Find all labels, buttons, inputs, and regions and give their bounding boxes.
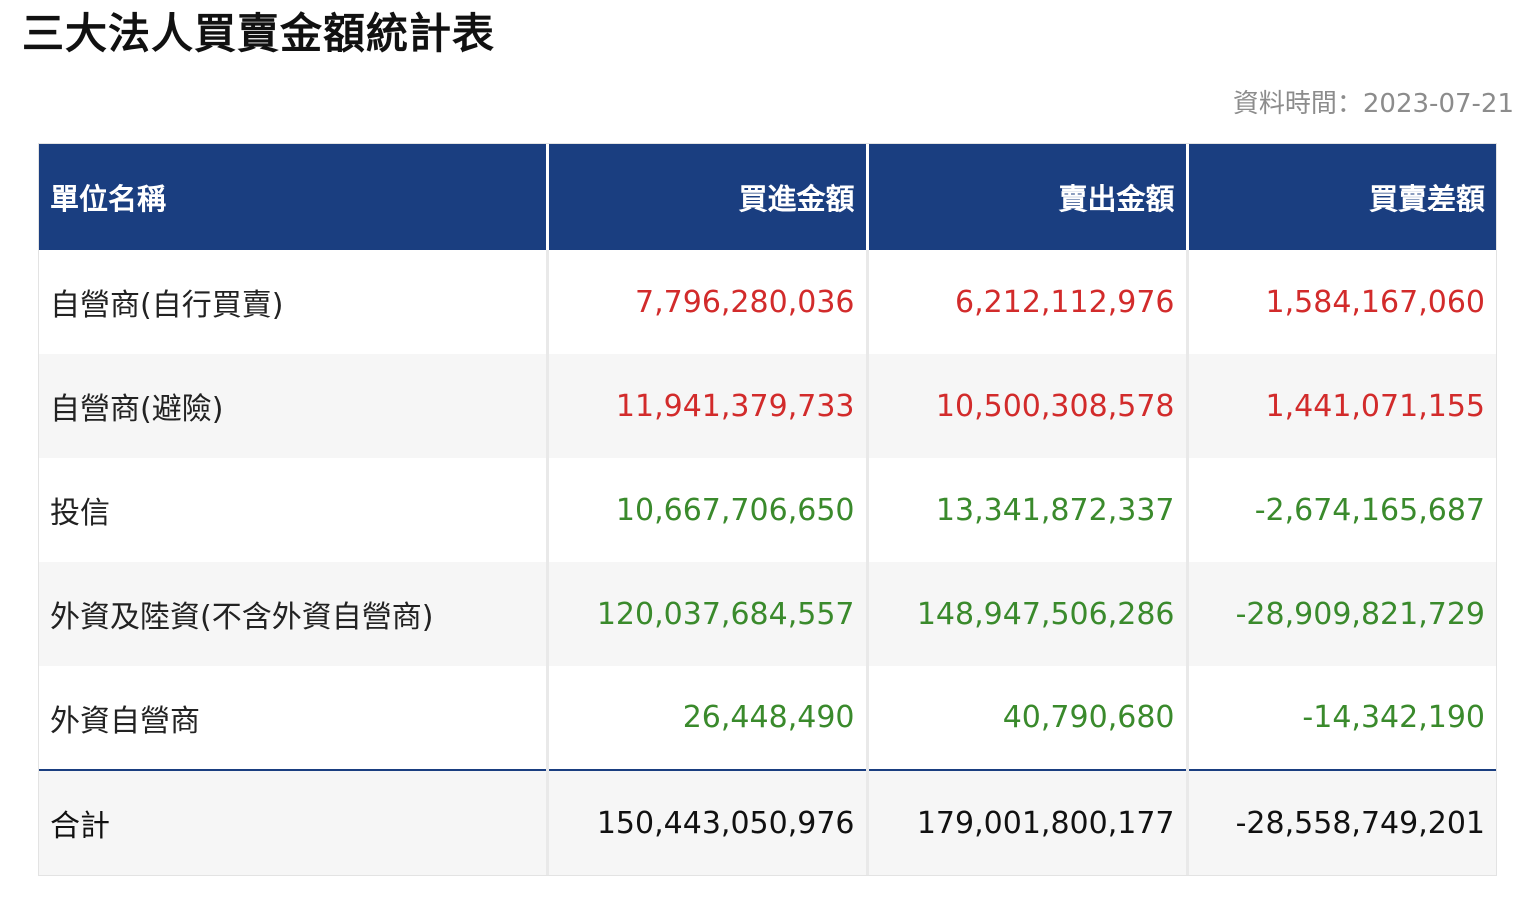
- unit-name-cell: 自營商(自行買賣): [39, 250, 549, 354]
- total-label-cell: 合計: [39, 769, 549, 875]
- stats-table-container: 單位名稱 買進金額 賣出金額 買賣差額 自營商(自行買賣) 7,796,280,…: [38, 143, 1497, 876]
- total-buy-cell: 150,443,050,976: [547, 769, 869, 875]
- table-row: 外資及陸資(不含外資自營商) 120,037,684,557 148,947,5…: [39, 562, 1496, 666]
- table-row: 自營商(自行買賣) 7,796,280,036 6,212,112,976 1,…: [39, 250, 1496, 354]
- table-row: 自營商(避險) 11,941,379,733 10,500,308,578 1,…: [39, 354, 1496, 458]
- header-net-amount: 買賣差額: [1187, 144, 1496, 250]
- table-body: 自營商(自行買賣) 7,796,280,036 6,212,112,976 1,…: [39, 250, 1496, 770]
- buy-amount-cell: 7,796,280,036: [547, 250, 869, 354]
- net-amount-cell: -2,674,165,687: [1187, 458, 1496, 562]
- net-amount-cell: 1,584,167,060: [1187, 250, 1496, 354]
- table-footer: 合計 150,443,050,976 179,001,800,177 -28,5…: [39, 769, 1496, 875]
- stats-table: 單位名稱 買進金額 賣出金額 買賣差額 自營商(自行買賣) 7,796,280,…: [39, 144, 1496, 875]
- buy-amount-cell: 11,941,379,733: [547, 354, 869, 458]
- header-sell-amount: 賣出金額: [867, 144, 1189, 250]
- total-net-cell: -28,558,749,201: [1187, 769, 1496, 875]
- unit-name-cell: 自營商(避險): [39, 354, 549, 458]
- sell-amount-cell: 148,947,506,286: [867, 562, 1189, 666]
- header-unit-name: 單位名稱: [39, 144, 549, 250]
- buy-amount-cell: 120,037,684,557: [547, 562, 869, 666]
- unit-name-cell: 外資自營商: [39, 666, 549, 770]
- total-sell-cell: 179,001,800,177: [867, 769, 1189, 875]
- sell-amount-cell: 13,341,872,337: [867, 458, 1189, 562]
- table-row: 外資自營商 26,448,490 40,790,680 -14,342,190: [39, 666, 1496, 770]
- buy-amount-cell: 10,667,706,650: [547, 458, 869, 562]
- header-buy-amount: 買進金額: [547, 144, 869, 250]
- unit-name-cell: 外資及陸資(不含外資自營商): [39, 562, 549, 666]
- table-row: 投信 10,667,706,650 13,341,872,337 -2,674,…: [39, 458, 1496, 562]
- net-amount-cell: -14,342,190: [1187, 666, 1496, 770]
- sell-amount-cell: 6,212,112,976: [867, 250, 1189, 354]
- total-row: 合計 150,443,050,976 179,001,800,177 -28,5…: [39, 769, 1496, 875]
- table-header: 單位名稱 買進金額 賣出金額 買賣差額: [39, 144, 1496, 250]
- page-title: 三大法人買賣金額統計表: [22, 9, 496, 58]
- unit-name-cell: 投信: [39, 458, 549, 562]
- buy-amount-cell: 26,448,490: [547, 666, 869, 770]
- net-amount-cell: -28,909,821,729: [1187, 562, 1496, 666]
- sell-amount-cell: 40,790,680: [867, 666, 1189, 770]
- net-amount-cell: 1,441,071,155: [1187, 354, 1496, 458]
- sell-amount-cell: 10,500,308,578: [867, 354, 1189, 458]
- header-row: 單位名稱 買進金額 賣出金額 買賣差額: [39, 144, 1496, 250]
- data-time: 資料時間：2023-07-21: [1232, 89, 1514, 119]
